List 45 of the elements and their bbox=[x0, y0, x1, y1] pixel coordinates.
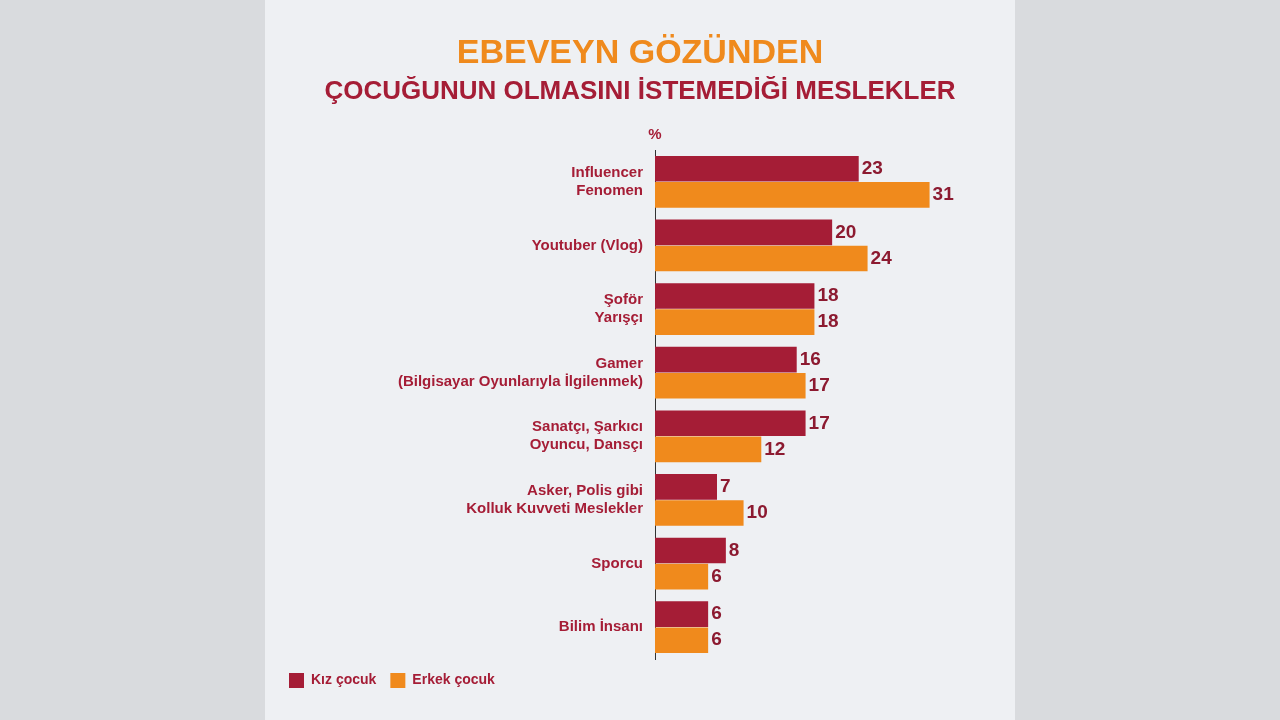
data-label: 17 bbox=[808, 411, 830, 433]
data-label: 18 bbox=[817, 284, 839, 306]
chart-subtitle: ÇOCUĞUNUN OLMASINI İSTEMEDİĞİ MESLEKLER bbox=[323, 75, 957, 106]
data-label: 7 bbox=[720, 475, 731, 497]
data-label: 6 bbox=[711, 628, 722, 650]
bar bbox=[655, 410, 806, 437]
data-label: 8 bbox=[728, 538, 740, 560]
data-label: 6 bbox=[711, 602, 722, 624]
y-tick-label: Influencer Fenomen bbox=[571, 162, 644, 198]
legend-label: Erkek çocuk bbox=[412, 671, 496, 688]
bar bbox=[655, 537, 726, 564]
data-label: 16 bbox=[799, 347, 821, 369]
bar bbox=[655, 245, 868, 272]
bar bbox=[655, 182, 930, 208]
bar bbox=[655, 563, 709, 590]
bar bbox=[655, 219, 833, 246]
data-label: 6 bbox=[711, 564, 722, 586]
y-tick-label: Asker, Polis gibi Kolluk Kuvveti Meslekler bbox=[466, 481, 644, 517]
y-tick-label: Şoför Yarışçı bbox=[594, 290, 644, 326]
bar bbox=[655, 436, 762, 463]
bar bbox=[655, 627, 709, 654]
bar bbox=[655, 155, 859, 182]
bar bbox=[655, 474, 717, 500]
bar bbox=[655, 500, 744, 526]
data-label: 18 bbox=[817, 310, 839, 332]
bar bbox=[655, 601, 709, 627]
bar bbox=[655, 346, 797, 373]
chart-title: EBEVEYN GÖZÜNDEN bbox=[455, 32, 825, 71]
bar bbox=[655, 309, 815, 335]
y-tick-label: Bilim İnsanı bbox=[558, 617, 643, 635]
data-label: 12 bbox=[764, 437, 786, 459]
data-label: 31 bbox=[932, 183, 955, 205]
data-label: 20 bbox=[835, 220, 857, 242]
data-label: 24 bbox=[870, 246, 893, 268]
bar bbox=[655, 283, 815, 309]
y-tick-label: Gamer (Bilgisayar Oyunlarıyla İlgilenmek) bbox=[397, 353, 644, 389]
data-label: 17 bbox=[808, 373, 830, 395]
text: % bbox=[648, 124, 662, 142]
data-label: 10 bbox=[746, 501, 768, 523]
y-tick-label: Sanatçı, Şarkıcı Oyuncu, Dansçı bbox=[529, 417, 643, 453]
y-tick-label: Youtuber (Vlog) bbox=[531, 235, 643, 253]
data-label: 23 bbox=[861, 157, 883, 178]
y-tick-label: Sporcu bbox=[591, 553, 643, 571]
legend-label: Kız çocuk bbox=[311, 671, 377, 688]
bar bbox=[655, 372, 806, 399]
